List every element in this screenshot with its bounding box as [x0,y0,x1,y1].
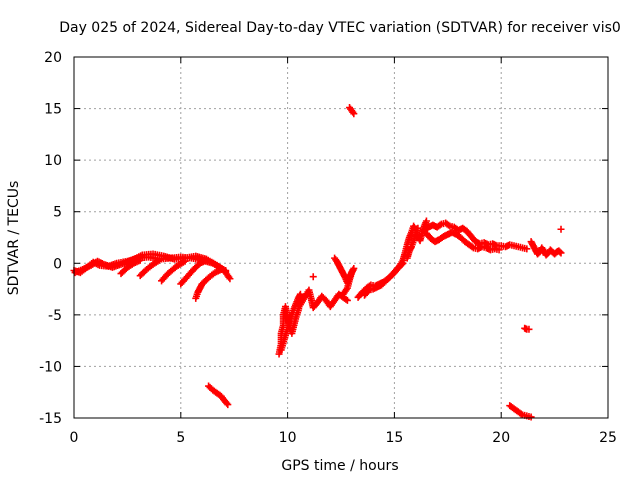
y-tick-label: 15 [44,102,62,118]
y-tick-label: 20 [44,50,62,66]
data-point [155,256,163,264]
data-point [342,295,350,303]
data-point [309,273,317,281]
data-point [350,110,358,118]
y-tick-label: -5 [48,308,62,324]
data-point [523,245,531,253]
y-axis-ticks: -15 -10 -5 0 5 10 15 20 [39,50,608,427]
data-point [136,256,144,264]
x-tick-label: 10 [279,430,297,446]
data-point [339,290,347,298]
data-point [517,410,525,418]
data-point [557,249,565,257]
data-point [223,399,231,407]
grid-lines [74,57,608,418]
data-point [445,221,453,229]
y-axis-label: SDTVAR / TECUs [6,181,22,296]
x-tick-label: 15 [385,430,403,446]
y-tick-label: 5 [53,205,62,221]
data-point [422,217,430,225]
data-point [222,267,230,275]
data-point [181,257,189,265]
data-point [525,325,533,333]
data-point [527,413,535,421]
x-tick-label: 25 [599,430,617,446]
y-tick-label: -10 [39,359,62,375]
x-tick-label: 20 [492,430,510,446]
y-tick-label: 10 [44,153,62,169]
data-point [414,224,422,232]
data-point [556,248,564,256]
y-tick-label: -15 [39,411,62,427]
plot-frame [73,56,609,419]
data-point [343,296,351,304]
x-tick-label: 5 [176,430,185,446]
x-tick-label: 0 [70,430,79,446]
x-axis-ticks: 0 5 10 15 20 25 [70,57,617,446]
data-points [70,104,565,421]
data-point [224,401,232,409]
data-point [436,221,444,229]
data-point [557,225,565,233]
data-point [202,256,210,264]
data-point [226,275,234,283]
y-tick-label: 0 [53,256,62,272]
data-point [495,246,503,254]
data-point [468,243,476,251]
data-point [277,346,285,354]
chart-title: Day 025 of 2024, Sidereal Day-to-day VTE… [59,20,621,36]
x-axis-label: GPS time / hours [281,458,398,474]
